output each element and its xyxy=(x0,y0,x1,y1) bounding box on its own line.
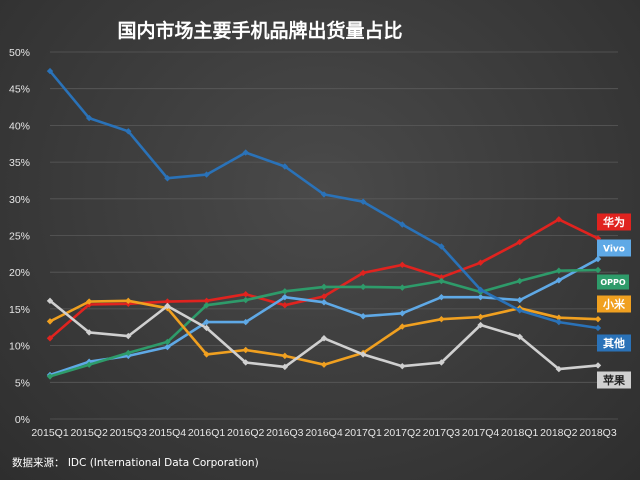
y-axis-ticks: 0% 5% 10% 15% 20% 25% 30% 35% 40% 45% 50% xyxy=(9,47,30,426)
y-tick-label: 35% xyxy=(9,157,30,169)
legend-label: 小米 xyxy=(602,297,626,311)
legend-label: OPPO xyxy=(600,278,626,287)
data-point xyxy=(399,284,405,290)
data-point xyxy=(477,314,483,320)
x-tick-label: 2018Q1 xyxy=(501,427,539,439)
series-line xyxy=(50,259,598,375)
series-lines xyxy=(47,68,601,380)
x-tick-label: 2016Q4 xyxy=(305,427,343,439)
data-point xyxy=(321,361,327,367)
data-point xyxy=(399,262,405,268)
data-point xyxy=(438,278,444,284)
x-tick-label: 2016Q3 xyxy=(266,427,304,439)
x-tick-label: 2017Q1 xyxy=(344,427,382,439)
x-tick-label: 2017Q2 xyxy=(384,427,422,439)
x-tick-label: 2015Q4 xyxy=(149,427,187,439)
data-point xyxy=(243,291,249,297)
data-point xyxy=(556,319,562,325)
x-tick-label: 2015Q1 xyxy=(31,427,69,439)
x-tick-label: 2016Q2 xyxy=(227,427,265,439)
y-tick-label: 40% xyxy=(9,120,30,132)
legend-item: 苹果 xyxy=(597,372,631,389)
y-tick-label: 50% xyxy=(9,47,30,59)
series-line xyxy=(50,219,598,338)
data-point xyxy=(282,302,288,308)
data-point xyxy=(556,268,562,274)
x-tick-label: 2015Q2 xyxy=(70,427,108,439)
data-point xyxy=(438,316,444,322)
data-point xyxy=(243,297,249,303)
chart-title: 国内市场主要手机品牌出货量占比 xyxy=(117,19,402,42)
data-point xyxy=(282,353,288,359)
legend-item: Vivo xyxy=(597,240,631,257)
data-point xyxy=(360,313,366,319)
x-tick-label: 2018Q3 xyxy=(579,427,617,439)
x-tick-label: 2016Q1 xyxy=(188,427,226,439)
data-point xyxy=(517,278,523,284)
legend-item: 华为 xyxy=(597,214,631,231)
legend-label: 华为 xyxy=(603,215,625,229)
x-tick-label: 2018Q2 xyxy=(540,427,578,439)
y-tick-label: 5% xyxy=(15,377,30,389)
legend-label: 其他 xyxy=(603,336,625,350)
y-tick-label: 45% xyxy=(9,84,30,96)
source-note: 数据来源： IDC (International Data Corporatio… xyxy=(12,456,259,469)
y-tick-label: 30% xyxy=(9,194,30,206)
data-point xyxy=(282,288,288,294)
y-tick-label: 15% xyxy=(9,304,30,316)
data-point xyxy=(595,325,601,331)
y-tick-label: 20% xyxy=(9,267,30,279)
data-point xyxy=(243,347,249,353)
x-tick-label: 2017Q4 xyxy=(462,427,500,439)
data-point xyxy=(399,363,405,369)
series-line xyxy=(50,301,598,369)
data-point xyxy=(321,284,327,290)
x-tick-label: 2017Q3 xyxy=(423,427,461,439)
data-point xyxy=(595,362,601,368)
series-华为 xyxy=(47,216,601,341)
legend-label: Vivo xyxy=(603,244,625,254)
series-Vivo xyxy=(47,256,601,378)
legend-item: OPPO xyxy=(597,275,629,290)
y-tick-label: 10% xyxy=(9,341,30,353)
data-point xyxy=(595,316,601,322)
y-tick-label: 0% xyxy=(15,414,30,426)
data-point xyxy=(321,299,327,305)
x-axis-ticks: 2015Q1 2015Q2 2015Q3 2015Q4 2016Q1 2016Q2 2016… xyxy=(31,427,617,439)
x-tick-label: 2015Q3 xyxy=(110,427,148,439)
legend-label: 苹果 xyxy=(603,373,625,387)
y-tick-label: 25% xyxy=(9,231,30,243)
legend-item: 小米 xyxy=(597,296,631,313)
legend-item: 其他 xyxy=(597,335,631,352)
data-point xyxy=(360,284,366,290)
series-其他 xyxy=(47,68,601,331)
